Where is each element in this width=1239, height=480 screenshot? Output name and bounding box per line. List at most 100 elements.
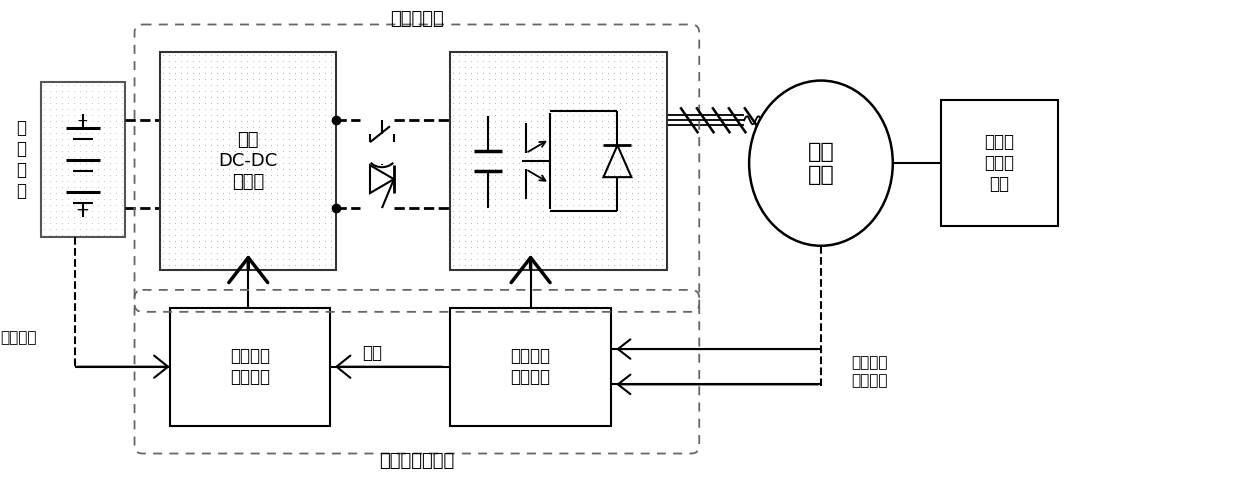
Point [550,243,570,251]
Point [183,111,203,119]
Point [310,147,330,155]
Point [484,135,504,143]
Point [225,171,245,179]
Point [154,75,173,83]
Point [249,106,269,113]
Point [88,118,108,125]
Point [586,183,606,191]
Point [491,75,510,83]
Point [291,82,311,89]
Point [196,219,216,227]
Point [82,219,102,227]
Point [40,183,59,191]
Point [304,159,323,167]
Point [556,123,576,131]
Point [112,165,131,173]
Point [63,135,83,143]
Point [556,195,576,203]
Point [575,135,595,143]
Point [202,219,222,227]
Point [634,225,654,233]
Point [297,261,317,269]
Point [177,82,197,89]
Point [171,207,191,215]
Point [238,118,258,125]
Point [605,82,624,89]
Point [190,195,209,203]
Point [207,58,227,65]
Point [232,82,252,89]
Point [285,153,305,161]
Point [484,231,504,239]
Point [268,177,287,185]
Point [442,123,462,131]
Point [484,94,504,101]
Point [196,130,216,137]
Point [255,142,275,149]
Point [605,195,624,203]
Point [196,94,216,101]
Point [183,225,203,233]
Point [545,75,565,83]
Point [274,249,294,257]
Point [249,237,269,245]
Point [238,177,258,185]
Point [40,111,59,119]
Point [255,118,275,125]
Point [647,70,667,77]
Point [617,231,637,239]
Point [622,99,642,107]
Point [202,177,222,185]
Point [592,153,612,161]
Point [249,135,269,143]
Point [622,195,642,203]
Point [497,237,517,245]
Point [653,63,673,71]
Point [171,153,191,161]
Point [82,159,102,167]
Point [622,243,642,251]
Point [249,75,269,83]
Point [442,70,462,77]
Point [569,58,589,65]
Point [467,213,487,221]
Point [310,207,330,215]
Point [69,147,89,155]
Point [503,213,523,221]
Point [533,189,553,197]
Point [219,58,239,65]
Point [509,177,529,185]
Point [449,111,468,119]
Point [207,219,227,227]
Point [563,159,582,167]
Point [634,201,654,209]
Point [279,147,299,155]
Point [484,58,504,65]
Point [484,130,504,137]
Point [232,70,252,77]
Point [297,63,317,71]
Point [575,189,595,197]
Point [261,177,281,185]
Point [177,243,197,251]
Point [497,213,517,221]
Point [575,171,595,179]
Point [449,225,468,233]
Point [183,153,203,161]
Point [634,213,654,221]
Point [261,261,281,269]
Point [274,111,294,119]
Point [478,87,498,95]
Point [285,106,305,113]
Point [171,70,191,77]
Point [563,201,582,209]
Point [154,118,173,125]
Point [232,177,252,185]
Point [63,87,83,95]
Point [611,219,631,227]
Point [539,135,559,143]
Point [249,255,269,263]
Point [183,261,203,269]
Point [556,237,576,245]
Point [545,135,565,143]
